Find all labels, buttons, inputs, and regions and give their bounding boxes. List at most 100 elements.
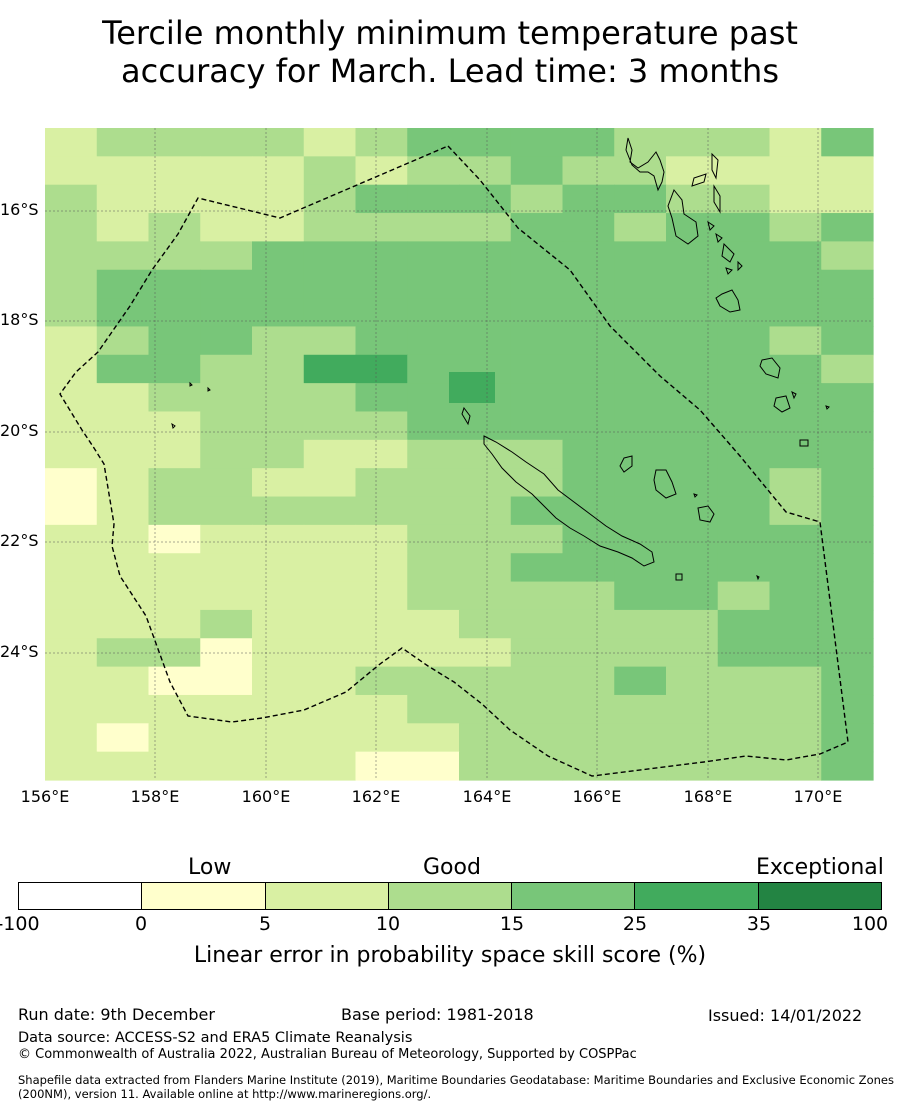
skill-cell: [614, 723, 667, 753]
skill-cell: [303, 213, 357, 242]
skill-cell: [148, 241, 201, 271]
skill-cell: [407, 694, 460, 724]
skill-cell: [510, 468, 564, 498]
skill-cell: [666, 326, 719, 356]
graticule: [45, 128, 873, 780]
skill-cell: [148, 496, 201, 526]
skill-cell: [459, 638, 512, 668]
skill-cell: [614, 468, 667, 498]
skill-cell: [459, 609, 512, 639]
skill-cell: [769, 156, 822, 186]
skill-cell: [614, 496, 667, 526]
skill-cell: [148, 184, 201, 214]
skill-cell: [614, 326, 667, 356]
skill-cell: [459, 723, 512, 753]
skill-cell: [45, 383, 98, 413]
colorbar-segment: [635, 883, 759, 909]
skill-cell: [355, 609, 408, 639]
skill-cell: [252, 553, 305, 583]
skill-cell: [821, 298, 874, 328]
skill-cell: [148, 269, 201, 299]
skill-cell: [407, 326, 460, 356]
skill-cell: [303, 354, 357, 384]
skill-cell: [148, 723, 201, 753]
skill-cell: [821, 666, 874, 696]
skill-cell: [252, 269, 305, 299]
skill-cell: [510, 496, 564, 526]
skill-cell: [148, 609, 201, 639]
skill-cell: [407, 128, 460, 157]
skill-cell: [303, 609, 357, 639]
skill-cell: [355, 269, 408, 299]
skill-cell: [717, 439, 771, 469]
skill-cell: [355, 298, 408, 328]
skill-cell: [769, 439, 822, 469]
skill-cell: [252, 326, 305, 356]
skill-cell: [200, 298, 253, 328]
lon-label-170e: 170°E: [793, 787, 843, 806]
skill-cell: [200, 128, 253, 157]
skill-cell: [717, 496, 771, 526]
skill-cell: [148, 553, 201, 583]
lat-label-16s: 16°S: [0, 200, 39, 219]
skill-cell: [769, 468, 822, 498]
skill-cell: [562, 468, 615, 498]
skill-cell: [614, 666, 667, 696]
lon-label-158e: 158°E: [130, 787, 180, 806]
skill-cell: [252, 354, 305, 384]
skill-cell: [717, 411, 771, 441]
skill-cell: [252, 524, 305, 554]
skill-cell: [717, 156, 771, 186]
skill-cell: [769, 298, 822, 328]
skill-cell: [200, 439, 253, 469]
skill-cell: [200, 213, 253, 242]
skill-cell: [45, 553, 98, 583]
skill-cell: [200, 156, 253, 186]
skill-cell: [355, 411, 408, 441]
copyright: © Commonwealth of Australia 2022, Austra…: [18, 1047, 637, 1062]
skill-cell: [96, 298, 150, 328]
skill-cell: [252, 609, 305, 639]
skill-cell: [717, 128, 771, 157]
skill-cell: [252, 723, 305, 753]
skill-cell: [355, 666, 408, 696]
skill-cell: [96, 638, 150, 668]
skill-cell: [96, 383, 150, 413]
skill-cell: [407, 298, 460, 328]
skill-cell: [45, 468, 98, 498]
colorbar-tick: 0: [134, 913, 148, 935]
skill-cell: [717, 184, 771, 214]
skill-cell: [407, 609, 460, 639]
skill-cell: [510, 666, 564, 696]
skill-cell: [562, 496, 615, 526]
skill-cell: [459, 581, 512, 611]
skill-cell: [666, 553, 719, 583]
skill-cell: [614, 553, 667, 583]
skill-cell: [303, 694, 357, 724]
skill-cell: [45, 241, 98, 271]
skill-cell: [45, 666, 98, 696]
skill-cell: [510, 241, 564, 271]
base-period: Base period: 1981-2018: [341, 1005, 534, 1024]
skill-cell: [666, 269, 719, 299]
skill-cell: [717, 638, 771, 668]
skill-cell: [200, 354, 253, 384]
skill-cell: [562, 383, 615, 413]
skill-cell: [252, 213, 305, 242]
skill-cell: [407, 638, 460, 668]
skill-cell: [510, 383, 564, 413]
skill-cell: [148, 439, 201, 469]
skill-cell: [510, 298, 564, 328]
skill-cell: [614, 439, 667, 469]
skill-cell: [717, 298, 771, 328]
skill-cell: [459, 269, 512, 299]
colorbar-tick: 35: [746, 913, 772, 935]
issued-date: Issued: 14/01/2022: [708, 1006, 863, 1025]
skill-cell: [614, 241, 667, 271]
skill-cell: [200, 383, 253, 413]
lat-label-24s: 24°S: [0, 642, 39, 661]
skill-cell: [821, 468, 874, 498]
vanuatu-islands: [625, 137, 830, 447]
skill-cell: [355, 326, 408, 356]
skill-cell: [303, 468, 357, 498]
